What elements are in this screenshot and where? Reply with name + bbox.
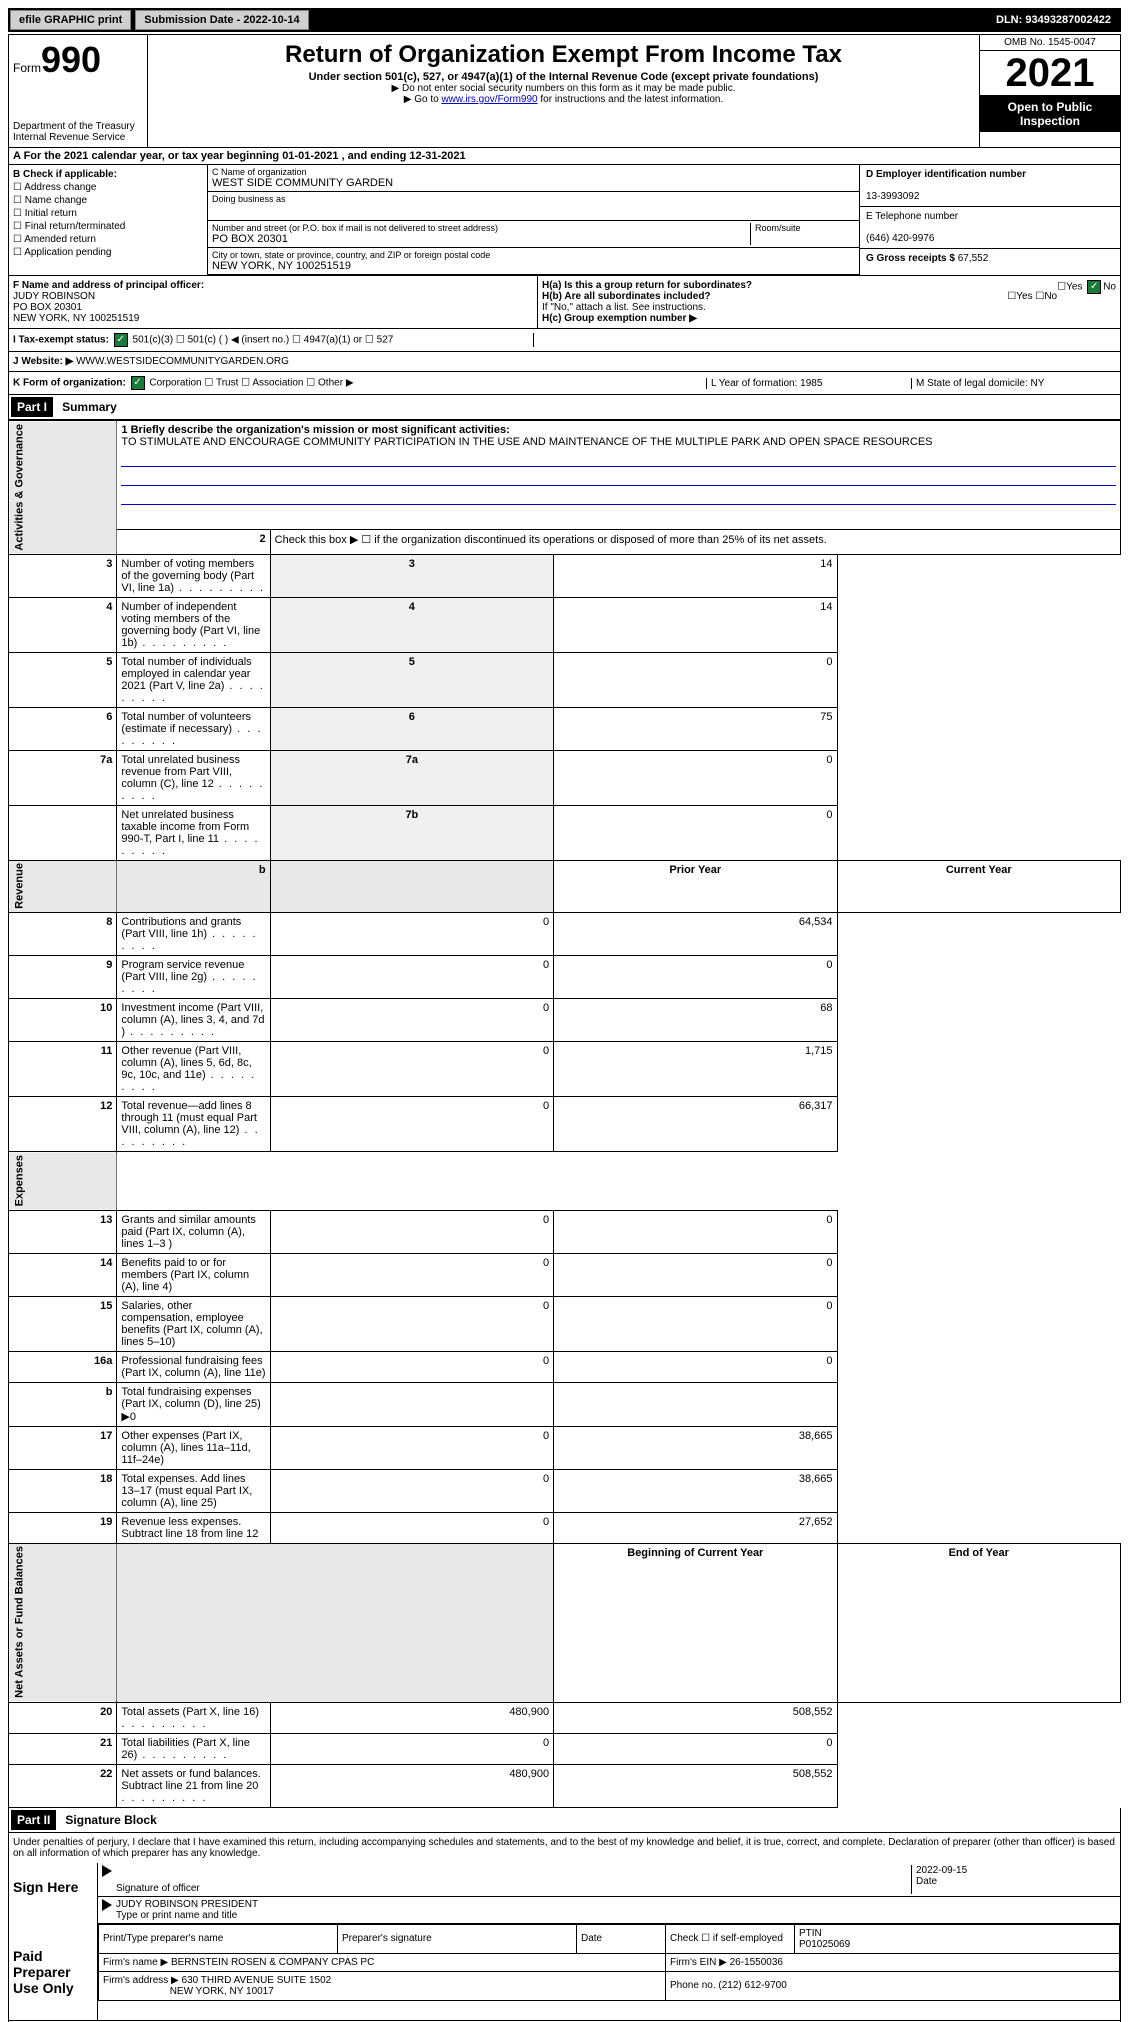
sig-date-label: Date xyxy=(916,1876,1116,1887)
tax-year: 2021 xyxy=(980,51,1120,96)
firm-ein-label: Firm's EIN ▶ xyxy=(670,1957,727,1968)
firm-phone: (212) 612-9700 xyxy=(718,1980,786,1991)
col-b-checkboxes: B Check if applicable: ☐ Address change … xyxy=(9,165,208,275)
tax-exempt-label: I Tax-exempt status: xyxy=(13,335,109,346)
prep-date-label: Date xyxy=(581,1933,602,1944)
phone-value: (646) 420-9976 xyxy=(866,233,934,244)
officer-name-title: JUDY ROBINSON PRESIDENT xyxy=(116,1899,1116,1910)
firm-addr1: 630 THIRD AVENUE SUITE 1502 xyxy=(182,1975,332,1986)
sig-officer-label: Signature of officer xyxy=(116,1883,911,1894)
dba-label: Doing business as xyxy=(212,194,855,204)
hb-note: If "No," attach a list. See instructions… xyxy=(542,302,1116,313)
boy-header: Beginning of Current Year xyxy=(554,1543,837,1702)
dept-treasury: Department of the Treasury xyxy=(13,121,143,132)
side-netassets: Net Assets or Fund Balances xyxy=(9,1543,117,1702)
note-link: ▶ Go to www.irs.gov/Form990 for instruct… xyxy=(152,94,975,105)
chk-name-change[interactable]: ☐ Name change xyxy=(13,195,203,206)
form-title: Return of Organization Exempt From Incom… xyxy=(152,41,975,69)
form-subtitle: Under section 501(c), 527, or 4947(a)(1)… xyxy=(152,71,975,83)
ha-label: H(a) Is this a group return for subordin… xyxy=(542,280,752,291)
form-org-label: K Form of organization: xyxy=(13,378,126,389)
officer-name: JUDY ROBINSON xyxy=(13,291,95,302)
arrow-icon xyxy=(102,1899,112,1911)
open-to-public: Open to Public Inspection xyxy=(980,96,1120,132)
org-name-label: C Name of organization xyxy=(212,167,855,177)
firm-name: BERNSTEIN ROSEN & COMPANY CPAS PC xyxy=(171,1957,374,1968)
top-bar: efile GRAPHIC print Submission Date - 20… xyxy=(8,8,1121,32)
ptin-label: PTIN xyxy=(799,1928,822,1939)
form-header: Form990 Department of the Treasury Inter… xyxy=(8,34,1121,148)
year-formation: L Year of formation: 1985 xyxy=(706,378,911,389)
org-name: WEST SIDE COMMUNITY GARDEN xyxy=(212,177,855,189)
ein-value: 13-3993092 xyxy=(866,191,919,202)
gross-receipts-value: 67,552 xyxy=(958,253,989,264)
hb-label: H(b) Are all subordinates included? xyxy=(542,291,711,302)
chk-initial-return[interactable]: ☐ Initial return xyxy=(13,208,203,219)
irs-label: Internal Revenue Service xyxy=(13,132,143,143)
side-governance: Activities & Governance xyxy=(9,421,117,555)
summary-table: Activities & Governance 1 Briefly descri… xyxy=(8,420,1121,1808)
firm-name-label: Firm's name ▶ xyxy=(103,1957,168,1968)
phone-label: E Telephone number xyxy=(866,211,958,222)
firm-addr-label: Firm's address ▶ xyxy=(103,1975,179,1986)
chk-final-return[interactable]: ☐ Final return/terminated xyxy=(13,221,203,232)
sig-date: 2022-09-15 xyxy=(916,1865,1116,1876)
chk-app-pending[interactable]: ☐ Application pending xyxy=(13,247,203,258)
part-ii-title: Signature Block xyxy=(65,1813,156,1827)
irs-link[interactable]: www.irs.gov/Form990 xyxy=(441,94,537,105)
firm-phone-label: Phone no. xyxy=(670,1980,716,1991)
chk-corporation: ✓ xyxy=(131,376,145,390)
prep-sig-label: Preparer's signature xyxy=(342,1933,432,1944)
firm-addr2: NEW YORK, NY 10017 xyxy=(170,1986,274,1997)
gross-receipts-label: G Gross receipts $ xyxy=(866,253,955,264)
mission-text: TO STIMULATE AND ENCOURAGE COMMUNITY PAR… xyxy=(121,436,932,448)
ein-label: D Employer identification number xyxy=(866,169,1026,180)
website-label: J Website: ▶ xyxy=(13,356,73,367)
part-i-tag: Part I xyxy=(11,397,53,417)
omb-number: OMB No. 1545-0047 xyxy=(980,35,1120,51)
addr-label: Number and street (or P.O. box if mail i… xyxy=(212,223,750,233)
firm-ein: 26-1550036 xyxy=(730,1957,783,1968)
officer-label: F Name and address of principal officer: xyxy=(13,280,204,291)
dln-text: DLN: 93493287002422 xyxy=(996,14,1111,26)
ha-no-checked: ✓ xyxy=(1087,280,1101,294)
sign-here-label: Sign Here xyxy=(9,1863,98,1924)
ptin-value: P01025069 xyxy=(799,1939,850,1950)
line-a: A For the 2021 calendar year, or tax yea… xyxy=(8,148,1121,165)
chk-501c3: ✓ xyxy=(114,333,128,347)
current-year-header: Current Year xyxy=(837,860,1120,913)
officer-addr2: NEW YORK, NY 100251519 xyxy=(13,313,139,324)
chk-amended[interactable]: ☐ Amended return xyxy=(13,234,203,245)
side-expenses: Expenses xyxy=(9,1152,117,1210)
addr-value: PO BOX 20301 xyxy=(212,233,750,245)
check-self-label: Check ☐ if self-employed xyxy=(670,1933,783,1944)
part-i-title: Summary xyxy=(62,400,117,414)
eoy-header: End of Year xyxy=(837,1543,1120,1702)
room-label: Room/suite xyxy=(755,223,855,233)
city-label: City or town, state or province, country… xyxy=(212,250,855,260)
form-number: Form990 xyxy=(13,39,143,81)
state-domicile: M State of legal domicile: NY xyxy=(911,378,1116,389)
side-revenue: Revenue xyxy=(9,860,117,913)
paid-preparer-label: Paid Preparer Use Only xyxy=(9,1924,98,2020)
name-title-label: Type or print name and title xyxy=(116,1910,1116,1921)
officer-addr1: PO BOX 20301 xyxy=(13,302,82,313)
website-value: WWW.WESTSIDECOMMUNITYGARDEN.ORG xyxy=(76,356,289,367)
prior-year-header: Prior Year xyxy=(554,860,837,913)
mission-label: 1 Briefly describe the organization's mi… xyxy=(121,424,509,436)
part-ii-tag: Part II xyxy=(11,1810,56,1830)
efile-print-button[interactable]: efile GRAPHIC print xyxy=(10,10,131,30)
line2-text: Check this box ▶ ☐ if the organization d… xyxy=(270,530,1120,554)
hc-label: H(c) Group exemption number ▶ xyxy=(542,313,697,324)
arrow-icon xyxy=(102,1865,112,1877)
submission-date-button[interactable]: Submission Date - 2022-10-14 xyxy=(135,10,308,30)
note-ssn: ▶ Do not enter social security numbers o… xyxy=(152,83,975,94)
prep-name-label: Print/Type preparer's name xyxy=(103,1933,223,1944)
declaration-text: Under penalties of perjury, I declare th… xyxy=(9,1833,1120,1863)
city-value: NEW YORK, NY 100251519 xyxy=(212,260,855,272)
chk-address-change[interactable]: ☐ Address change xyxy=(13,182,203,193)
